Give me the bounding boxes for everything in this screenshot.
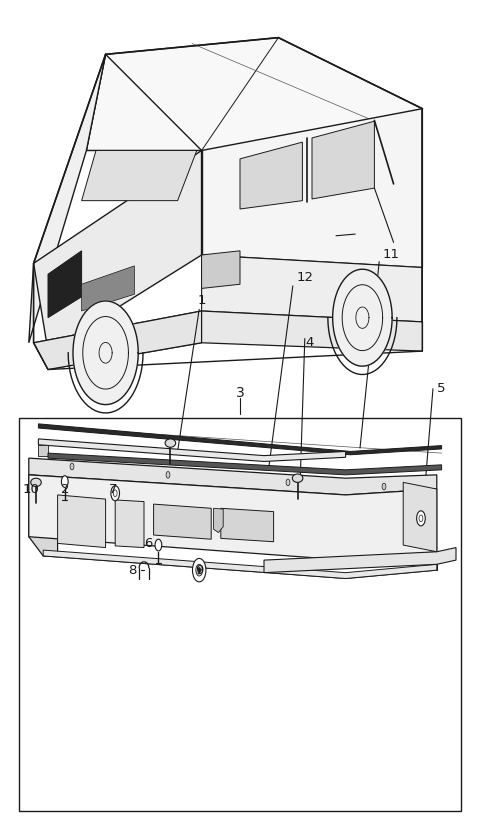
Polygon shape bbox=[43, 550, 437, 579]
Polygon shape bbox=[115, 500, 144, 548]
Text: 10: 10 bbox=[23, 482, 40, 496]
Polygon shape bbox=[154, 504, 211, 539]
Polygon shape bbox=[34, 311, 422, 370]
Text: 4: 4 bbox=[305, 336, 314, 349]
Polygon shape bbox=[29, 475, 437, 560]
Text: 8: 8 bbox=[128, 563, 136, 577]
Polygon shape bbox=[214, 508, 223, 533]
Polygon shape bbox=[38, 439, 346, 461]
Polygon shape bbox=[48, 251, 82, 318]
Circle shape bbox=[192, 558, 206, 582]
Circle shape bbox=[286, 479, 290, 486]
Polygon shape bbox=[29, 458, 437, 495]
Circle shape bbox=[155, 539, 162, 551]
Circle shape bbox=[113, 490, 117, 497]
Circle shape bbox=[198, 568, 201, 573]
Polygon shape bbox=[264, 548, 456, 573]
Polygon shape bbox=[202, 251, 240, 288]
Polygon shape bbox=[82, 150, 197, 201]
Polygon shape bbox=[312, 121, 374, 199]
Circle shape bbox=[166, 472, 170, 478]
Text: 1: 1 bbox=[197, 294, 206, 308]
Text: 2: 2 bbox=[60, 482, 69, 496]
Circle shape bbox=[70, 463, 74, 470]
Polygon shape bbox=[202, 255, 422, 322]
Polygon shape bbox=[240, 142, 302, 209]
Polygon shape bbox=[34, 311, 202, 370]
Circle shape bbox=[61, 476, 68, 487]
Text: 7: 7 bbox=[108, 482, 117, 496]
Polygon shape bbox=[58, 495, 106, 548]
Polygon shape bbox=[82, 266, 134, 311]
Text: 5: 5 bbox=[437, 382, 446, 395]
Polygon shape bbox=[38, 424, 442, 455]
Text: 12: 12 bbox=[296, 271, 313, 284]
Circle shape bbox=[382, 483, 386, 490]
Polygon shape bbox=[86, 38, 422, 205]
Ellipse shape bbox=[292, 474, 303, 482]
Circle shape bbox=[196, 564, 203, 576]
Bar bbox=[19, 418, 461, 811]
Circle shape bbox=[419, 515, 423, 522]
Text: 9: 9 bbox=[195, 563, 204, 577]
Polygon shape bbox=[202, 109, 422, 268]
Ellipse shape bbox=[165, 439, 176, 447]
Polygon shape bbox=[38, 445, 48, 456]
Polygon shape bbox=[34, 150, 202, 351]
Polygon shape bbox=[29, 54, 106, 343]
Polygon shape bbox=[221, 508, 274, 542]
Text: 11: 11 bbox=[383, 248, 400, 262]
Text: 3: 3 bbox=[236, 386, 244, 400]
Text: 6: 6 bbox=[144, 537, 153, 550]
Polygon shape bbox=[333, 269, 392, 366]
Polygon shape bbox=[73, 301, 138, 405]
Circle shape bbox=[417, 511, 425, 526]
Ellipse shape bbox=[31, 478, 41, 487]
Circle shape bbox=[111, 486, 120, 501]
Polygon shape bbox=[403, 482, 437, 552]
Polygon shape bbox=[29, 475, 58, 556]
Polygon shape bbox=[48, 453, 442, 475]
